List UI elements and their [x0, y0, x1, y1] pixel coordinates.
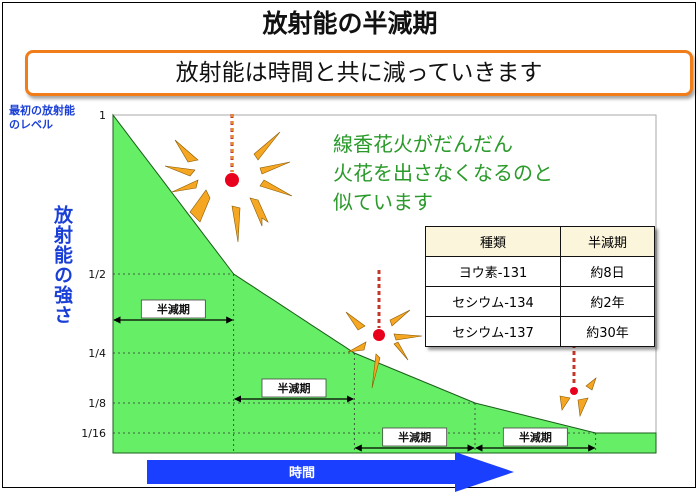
half-life-label-box [140, 299, 206, 319]
half-life-label-box [382, 427, 448, 447]
y-axis-ticks: 1 1/2 1/4 1/8 1/16 [81, 109, 106, 440]
sparkler-large-icon [164, 114, 293, 243]
y-tick-label: 1/8 [88, 397, 106, 410]
x-axis-label: 時間 [289, 465, 315, 481]
column-header-half-life: 半減期 [560, 226, 655, 257]
y-tick-label: 1/2 [88, 268, 106, 281]
nuclide-cell: ヨウ素-131 [425, 256, 561, 287]
sparkler-note: 線香花火がだんだん 火花を出さなくなるのと 似ています [333, 130, 553, 217]
decay-area [112, 113, 657, 454]
y-tick-label: 1/16 [81, 427, 106, 440]
table-row: セシウム-134 約2年 [425, 286, 655, 317]
half-life-label-box [502, 427, 568, 447]
note-line: 線香花火がだんだん [333, 132, 513, 156]
time-arrow [147, 452, 514, 492]
half-life-guides [113, 273, 597, 453]
table-row: セシウム-137 約30年 [425, 316, 655, 347]
y-tick-label: 1/4 [88, 347, 106, 360]
note-line: 火花を出さなくなるのと [333, 161, 553, 185]
table-row: ヨウ素-131 約8日 [425, 256, 655, 287]
half-life-label: 半減期 [398, 430, 431, 444]
half-life-table: 種類 半減期 ヨウ素-131 約8日 セシウム-134 約2年 セシウム-137… [425, 226, 655, 347]
nuclide-cell: セシウム-137 [425, 316, 561, 347]
subtitle-box: 放射能は時間と共に減っていきます [25, 50, 693, 96]
half-life-label: 半減期 [157, 302, 190, 316]
sparkler-small-icon [559, 344, 597, 418]
half-life-label: 半減期 [278, 381, 311, 395]
half-life-label-box [261, 378, 327, 398]
table-header-row: 種類 半減期 [425, 226, 655, 257]
sparkler-medium-icon [345, 270, 423, 389]
initial-level-label: 最初の放射能 のレベル [9, 104, 75, 131]
y-tick-label: 1 [99, 109, 106, 122]
slide-frame [2, 2, 696, 488]
half-life-cell: 約2年 [560, 286, 655, 317]
note-line: 似ています [333, 190, 433, 214]
half-life-cell: 約30年 [560, 316, 655, 347]
nuclide-cell: セシウム-134 [425, 286, 561, 317]
column-header-type: 種類 [425, 226, 561, 257]
page-title: 放射能の半減期 [262, 9, 438, 38]
half-life-label: 半減期 [519, 430, 552, 444]
half-life-cell: 約8日 [560, 256, 655, 287]
subtitle-text: 放射能は時間と共に減っていきます [175, 60, 543, 86]
y-axis-title: 放射能の強さ [51, 205, 73, 325]
